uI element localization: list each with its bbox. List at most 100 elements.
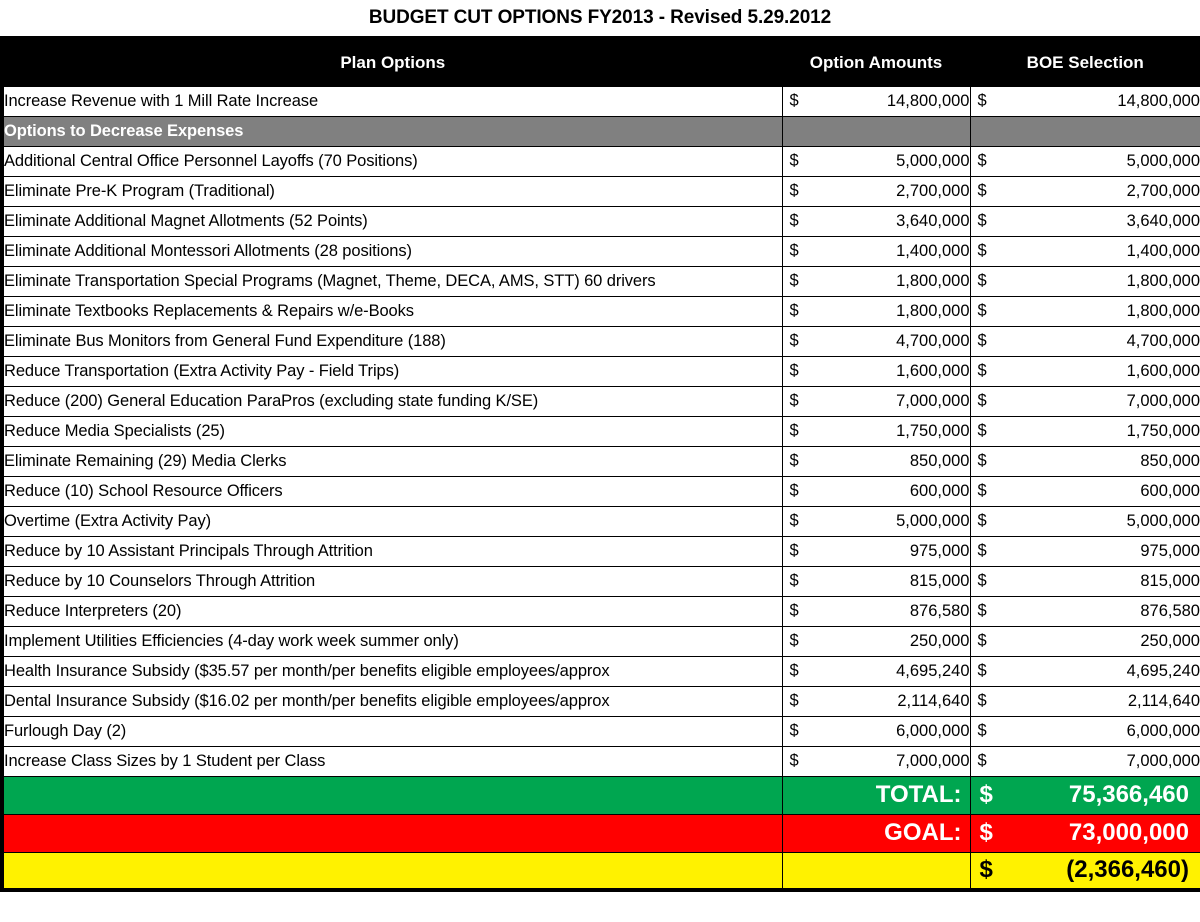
summary-row-difference: $ (2,366,460) [1,851,1200,891]
currency-symbol: $ [789,481,799,500]
plan-option-label: Additional Central Office Personnel Layo… [1,145,783,177]
amount-value: 6,000,000 [896,721,970,740]
currency-symbol: $ [789,751,799,770]
column-header-option-amounts: Option Amounts [781,37,971,87]
table-row: Reduce (10) School Resource Officers $600… [1,475,1200,507]
currency-symbol: $ [789,241,799,260]
plan-option-label: Increase Class Sizes by 1 Student per Cl… [1,745,783,777]
currency-symbol: $ [977,571,987,590]
summary-value-goal: $73,000,000 [969,813,1200,853]
table-row: Overtime (Extra Activity Pay) $5,000,000 $… [1,505,1200,537]
amount-value: 2,114,640 [897,691,970,710]
currency-symbol: $ [789,631,799,650]
currency-symbol: $ [789,541,799,560]
plan-option-label: Health Insurance Subsidy ($35.57 per mon… [1,655,783,687]
amount-value: 600,000 [1140,481,1200,500]
amount-value: 14,800,000 [886,91,970,110]
plan-option-label: Reduce Transportation (Extra Activity Pa… [1,355,783,387]
currency-symbol: $ [789,151,799,170]
boe-selection-cell: $876,580 [969,595,1200,627]
amount-value: 4,695,240 [1126,661,1200,680]
boe-selection-cell: $1,400,000 [969,235,1200,267]
option-amount-cell: $2,700,000 [781,175,971,207]
currency-symbol: $ [977,751,987,770]
plan-option-label: Reduce Interpreters (20) [1,595,783,627]
currency-symbol: $ [789,91,799,110]
summary-value-difference: $ (2,366,460) [969,851,1200,891]
table-row: Reduce by 10 Counselors Through Attritio… [1,565,1200,597]
currency-symbol: $ [789,181,799,200]
column-header-plan-options: Plan Options [1,37,783,87]
currency-symbol: $ [977,691,987,710]
plan-option-label: Reduce by 10 Assistant Principals Throug… [1,535,783,567]
amount-value: 1,800,000 [1126,301,1200,320]
summary-spacer-cell [1,851,783,891]
plan-option-label: Eliminate Additional Magnet Allotments (… [1,205,783,237]
summary-row-total: TOTAL: $75,366,460 [1,775,1200,815]
table-row: Eliminate Pre-K Program (Traditional) $2,… [1,175,1200,207]
option-amount-cell: $14,800,000 [781,85,971,117]
currency-symbol: $ [979,781,993,808]
currency-symbol: $ [789,361,799,380]
amount-value: 4,700,000 [1126,331,1200,350]
table-row: Dental Insurance Subsidy ($16.02 per mon… [1,685,1200,717]
amount-value: 1,800,000 [896,301,970,320]
option-amount-cell: $1,400,000 [781,235,971,267]
plan-option-label: Overtime (Extra Activity Pay) [1,505,783,537]
currency-symbol: $ [977,361,987,380]
option-amount-cell: $4,695,240 [781,655,971,687]
boe-selection-cell: $7,000,000 [969,745,1200,777]
currency-symbol: $ [977,661,987,680]
boe-selection-cell: $5,000,000 [969,145,1200,177]
plan-option-label: Eliminate Transportation Special Program… [1,265,783,297]
summary-row-goal: GOAL: $73,000,000 [1,813,1200,853]
currency-symbol: $ [789,271,799,290]
currency-symbol: $ [789,571,799,590]
boe-selection-cell: $4,695,240 [969,655,1200,687]
currency-symbol: $ [977,601,987,620]
plan-option-label: Furlough Day (2) [1,715,783,747]
summary-label-total: TOTAL: [781,775,971,815]
plan-option-label: Reduce (200) General Education ParaPros … [1,385,783,417]
table-row: Reduce (200) General Education ParaPros … [1,385,1200,417]
section-label: Options to Decrease Expenses [1,115,783,147]
option-amount-cell [781,115,971,147]
amount-value: 2,114,640 [1127,691,1200,710]
currency-symbol: $ [789,331,799,350]
currency-symbol: $ [789,511,799,530]
table-row: Eliminate Bus Monitors from General Fund… [1,325,1200,357]
summary-amount-value: (2,366,460) [1066,856,1189,884]
column-header-boe-selection: BOE Selection [969,37,1200,87]
amount-value: 1,600,000 [896,361,970,380]
currency-symbol: $ [789,721,799,740]
summary-amount-value: 73,000,000 [1068,819,1189,846]
currency-symbol: $ [977,631,987,650]
boe-selection-cell: $1,800,000 [969,295,1200,327]
currency-symbol: $ [977,391,987,410]
amount-value: 975,000 [909,541,970,560]
boe-selection-cell: $2,114,640 [969,685,1200,717]
amount-value: 1,750,000 [896,421,970,440]
boe-selection-cell: $600,000 [969,475,1200,507]
boe-selection-cell: $3,640,000 [969,205,1200,237]
summary-value-total: $75,366,460 [969,775,1200,815]
amount-value: 7,000,000 [1126,751,1200,770]
boe-selection-cell [969,115,1200,147]
table-row: Furlough Day (2) $6,000,000 $6,000,000 [1,715,1200,747]
plan-option-label: Implement Utilities Efficiencies (4-day … [1,625,783,657]
option-amount-cell: $3,640,000 [781,205,971,237]
currency-symbol: $ [977,91,987,110]
plan-option-label: Reduce (10) School Resource Officers [1,475,783,507]
currency-symbol: $ [789,691,799,710]
option-amount-cell: $4,700,000 [781,325,971,357]
currency-symbol: $ [977,181,987,200]
plan-option-label: Eliminate Remaining (29) Media Clerks [1,445,783,477]
boe-selection-cell: $4,700,000 [969,325,1200,357]
amount-value: 7,000,000 [1126,391,1200,410]
option-amount-cell: $1,750,000 [781,415,971,447]
amount-value: 7,000,000 [896,751,970,770]
table-row: Additional Central Office Personnel Layo… [1,145,1200,177]
option-amount-cell: $250,000 [781,625,971,657]
summary-spacer-cell [1,813,783,853]
amount-value: 850,000 [909,451,970,470]
